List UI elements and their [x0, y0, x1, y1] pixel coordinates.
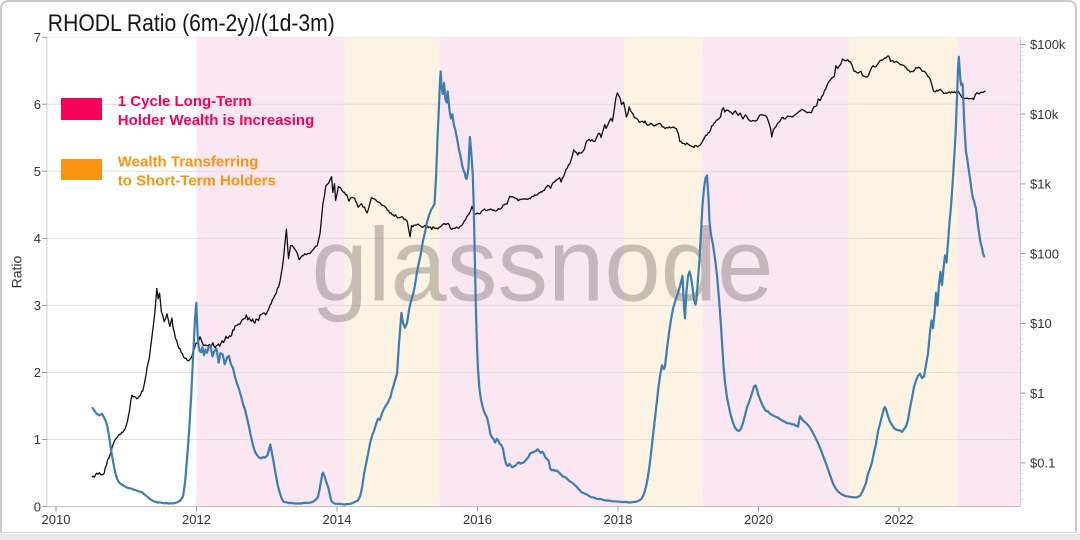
svg-text:3: 3 [34, 298, 41, 313]
svg-text:RHODL Ratio (6m-2y)/(1d-3m): RHODL Ratio (6m-2y)/(1d-3m) [48, 10, 335, 37]
svg-text:7: 7 [34, 30, 41, 45]
svg-text:2020: 2020 [744, 512, 773, 527]
svg-text:$10k: $10k [1030, 107, 1059, 122]
svg-text:$10: $10 [1030, 316, 1052, 331]
svg-text:$100: $100 [1030, 246, 1059, 261]
svg-text:to Short-Term Holders: to Short-Term Holders [118, 172, 276, 189]
svg-text:2016: 2016 [463, 512, 492, 527]
svg-text:$0.1: $0.1 [1030, 456, 1055, 471]
svg-text:6: 6 [34, 97, 41, 112]
svg-text:glassnode: glassnode [312, 207, 774, 323]
svg-text:4: 4 [34, 231, 41, 246]
svg-text:1 Cycle Long-Term: 1 Cycle Long-Term [118, 93, 252, 110]
svg-text:Ratio: Ratio [9, 255, 25, 288]
svg-text:2: 2 [34, 365, 41, 380]
svg-text:1: 1 [34, 432, 41, 447]
svg-text:Holder Wealth is Increasing: Holder Wealth is Increasing [118, 112, 314, 129]
svg-text:5: 5 [34, 164, 41, 179]
svg-text:2018: 2018 [604, 512, 633, 527]
svg-text:0: 0 [34, 499, 41, 514]
svg-text:2012: 2012 [182, 512, 211, 527]
svg-text:$1: $1 [1030, 386, 1044, 401]
svg-text:2022: 2022 [885, 512, 914, 527]
svg-text:$100k: $100k [1030, 37, 1066, 52]
svg-text:2010: 2010 [42, 512, 71, 527]
svg-text:2014: 2014 [323, 512, 352, 527]
svg-text:Wealth Transferring: Wealth Transferring [118, 153, 259, 170]
svg-text:$1k: $1k [1030, 177, 1051, 192]
